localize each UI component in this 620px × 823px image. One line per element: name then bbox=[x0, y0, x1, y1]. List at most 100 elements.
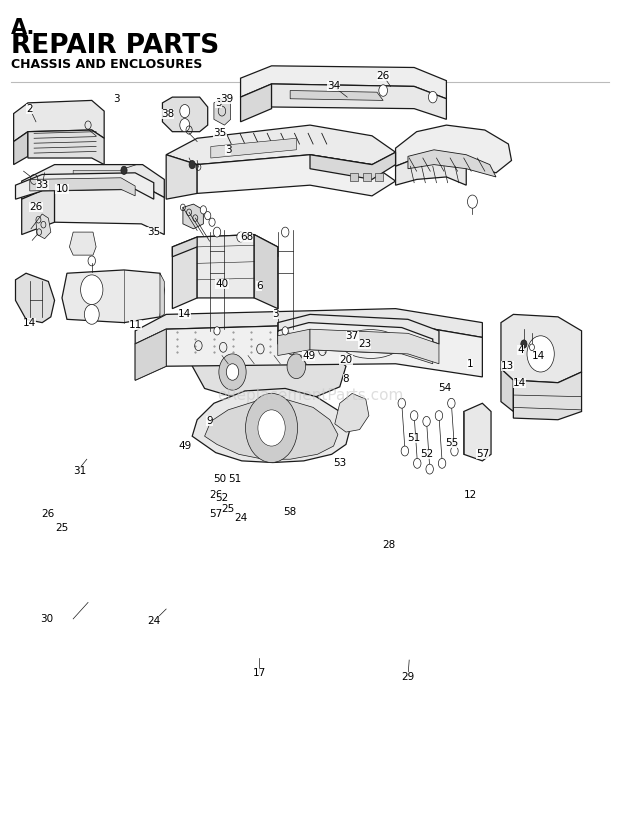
Text: 4: 4 bbox=[518, 345, 524, 355]
Circle shape bbox=[529, 344, 534, 351]
Circle shape bbox=[435, 411, 443, 421]
Text: 52: 52 bbox=[420, 449, 433, 459]
Polygon shape bbox=[36, 214, 51, 239]
Circle shape bbox=[121, 166, 127, 174]
Polygon shape bbox=[135, 329, 166, 380]
Polygon shape bbox=[241, 84, 272, 122]
Polygon shape bbox=[69, 232, 96, 255]
Circle shape bbox=[88, 256, 95, 266]
Text: 14: 14 bbox=[23, 318, 37, 328]
Text: 50: 50 bbox=[213, 474, 227, 484]
Text: 49: 49 bbox=[178, 441, 192, 451]
Polygon shape bbox=[350, 173, 358, 181]
Text: 23: 23 bbox=[358, 339, 371, 349]
Circle shape bbox=[410, 411, 418, 421]
Text: 6: 6 bbox=[256, 281, 262, 291]
Text: 3: 3 bbox=[225, 145, 231, 155]
Text: 14: 14 bbox=[178, 309, 192, 319]
Polygon shape bbox=[211, 138, 296, 158]
Polygon shape bbox=[254, 235, 278, 309]
Polygon shape bbox=[408, 150, 496, 177]
Polygon shape bbox=[363, 173, 371, 181]
Circle shape bbox=[379, 85, 388, 96]
Polygon shape bbox=[290, 91, 383, 100]
Circle shape bbox=[246, 393, 298, 463]
Circle shape bbox=[189, 160, 195, 169]
Polygon shape bbox=[335, 393, 369, 432]
Polygon shape bbox=[375, 173, 383, 181]
Circle shape bbox=[428, 91, 437, 103]
Text: 26: 26 bbox=[42, 509, 55, 519]
Polygon shape bbox=[162, 97, 208, 132]
Polygon shape bbox=[55, 185, 164, 235]
Polygon shape bbox=[278, 314, 439, 344]
Polygon shape bbox=[396, 125, 512, 173]
Polygon shape bbox=[310, 329, 439, 364]
Text: 49: 49 bbox=[302, 351, 316, 360]
Circle shape bbox=[448, 398, 455, 408]
Polygon shape bbox=[241, 66, 446, 99]
Circle shape bbox=[180, 119, 190, 132]
Text: 68: 68 bbox=[240, 232, 254, 242]
Text: 14: 14 bbox=[531, 351, 545, 360]
Text: 37: 37 bbox=[345, 331, 359, 341]
Text: 34: 34 bbox=[327, 81, 340, 91]
Text: 54: 54 bbox=[438, 384, 452, 393]
Polygon shape bbox=[272, 84, 446, 119]
Circle shape bbox=[414, 458, 421, 468]
Polygon shape bbox=[135, 329, 166, 380]
Circle shape bbox=[84, 305, 99, 324]
Polygon shape bbox=[16, 173, 154, 199]
Circle shape bbox=[219, 354, 246, 390]
Circle shape bbox=[521, 340, 527, 348]
Polygon shape bbox=[513, 372, 582, 420]
Circle shape bbox=[282, 327, 288, 335]
Polygon shape bbox=[135, 309, 482, 344]
Polygon shape bbox=[197, 235, 254, 298]
Circle shape bbox=[237, 232, 244, 242]
Circle shape bbox=[401, 446, 409, 456]
Polygon shape bbox=[160, 273, 164, 317]
Polygon shape bbox=[191, 342, 346, 402]
Polygon shape bbox=[22, 165, 164, 199]
Text: 12: 12 bbox=[463, 491, 477, 500]
Text: 10: 10 bbox=[55, 184, 69, 194]
Polygon shape bbox=[166, 155, 197, 199]
Text: 58: 58 bbox=[283, 507, 297, 517]
Text: 31: 31 bbox=[73, 466, 86, 476]
Text: 17: 17 bbox=[252, 668, 266, 678]
Polygon shape bbox=[278, 323, 433, 350]
Text: 28: 28 bbox=[383, 540, 396, 550]
Text: 55: 55 bbox=[445, 438, 458, 448]
Circle shape bbox=[527, 336, 554, 372]
Circle shape bbox=[81, 275, 103, 305]
Text: 20: 20 bbox=[339, 356, 353, 365]
Text: CHASSIS AND ENCLOSURES: CHASSIS AND ENCLOSURES bbox=[11, 58, 203, 71]
Polygon shape bbox=[310, 152, 396, 179]
Text: 13: 13 bbox=[500, 361, 514, 371]
Polygon shape bbox=[309, 336, 433, 364]
Text: 14: 14 bbox=[513, 378, 526, 388]
Text: 3: 3 bbox=[113, 94, 120, 104]
Circle shape bbox=[226, 364, 239, 380]
Polygon shape bbox=[183, 204, 203, 229]
Text: 35: 35 bbox=[147, 227, 161, 237]
Circle shape bbox=[423, 416, 430, 426]
Polygon shape bbox=[278, 329, 310, 356]
Text: 24: 24 bbox=[147, 616, 161, 626]
Polygon shape bbox=[396, 155, 466, 185]
Polygon shape bbox=[28, 130, 104, 165]
Circle shape bbox=[213, 227, 221, 237]
Text: 24: 24 bbox=[234, 514, 247, 523]
Text: 39: 39 bbox=[219, 94, 233, 104]
Polygon shape bbox=[172, 235, 278, 257]
Circle shape bbox=[258, 410, 285, 446]
Polygon shape bbox=[464, 403, 491, 461]
Circle shape bbox=[205, 212, 211, 220]
Circle shape bbox=[281, 227, 289, 237]
Text: 52: 52 bbox=[215, 493, 229, 503]
Text: 57: 57 bbox=[476, 449, 489, 459]
Polygon shape bbox=[30, 178, 135, 196]
Circle shape bbox=[200, 206, 206, 214]
Polygon shape bbox=[501, 314, 582, 383]
